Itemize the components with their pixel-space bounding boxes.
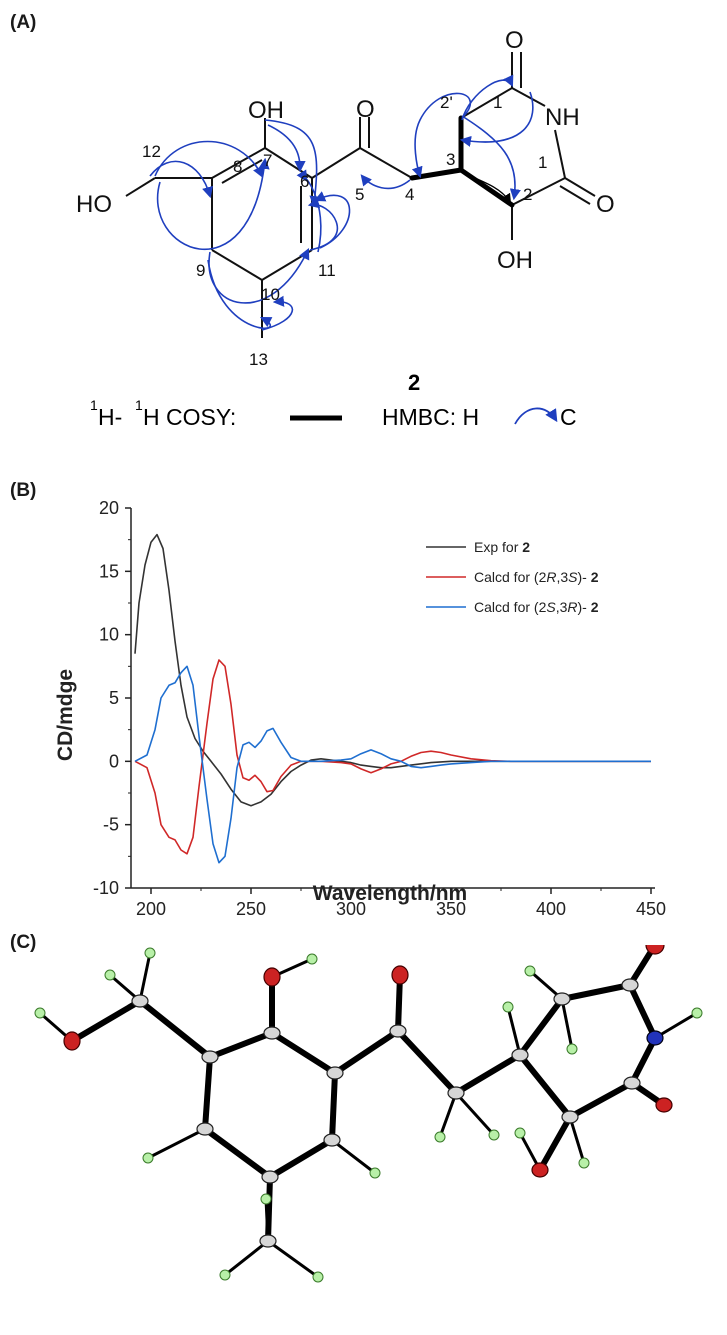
label-7: 7 bbox=[263, 151, 272, 170]
y-tick-label: 5 bbox=[109, 688, 119, 708]
cosy-bonds bbox=[409, 115, 515, 208]
hmbc-legend-arrow bbox=[514, 407, 558, 425]
atom-o-carbonyl: O bbox=[356, 96, 375, 123]
legend-2r3s: Calcd for (2R,3S)- 2 bbox=[474, 569, 599, 585]
structure-diagram: OH HO O O NH O OH 12 8 7 6 5 4 9 11 10 1… bbox=[76, 27, 615, 430]
atom-oh-bottom: OH bbox=[497, 247, 533, 274]
atom-o-imide-right: O bbox=[596, 191, 615, 218]
label-1a: 1 bbox=[493, 93, 502, 112]
label-5: 5 bbox=[355, 185, 364, 204]
hmbc-arrows bbox=[149, 74, 534, 331]
y-axis-title: CD/mdge bbox=[54, 669, 77, 761]
atom-nh: NH bbox=[545, 104, 580, 131]
y-tick-label: 20 bbox=[99, 498, 119, 518]
compound-number: 2 bbox=[408, 370, 420, 395]
series-line-0 bbox=[134, 533, 651, 807]
series-line-1 bbox=[134, 659, 651, 855]
structure-legend: 1 H- 1 H COSY: HMBC: H C bbox=[90, 397, 577, 430]
hmbc-label: HMBC: H bbox=[382, 404, 479, 430]
cd-chart: 200 250 300 350 400 450 20 15 10 5 0 -5 -10 Exp for … bbox=[54, 498, 666, 919]
skeleton-bonds bbox=[125, 52, 596, 338]
y-tick-label: 15 bbox=[99, 561, 119, 581]
label-9: 9 bbox=[196, 261, 205, 280]
label-10: 10 bbox=[261, 285, 280, 304]
y-tick-label: -5 bbox=[103, 815, 119, 835]
atom-oh-top: OH bbox=[248, 97, 284, 124]
x-axis-title: Wavelength/nm bbox=[313, 882, 467, 905]
label-11: 11 bbox=[318, 261, 336, 280]
x-tick-label: 400 bbox=[536, 899, 566, 919]
cosy-h1: H- bbox=[98, 404, 122, 430]
panel-b-label: (B) bbox=[10, 480, 37, 501]
y-tick-label: 10 bbox=[99, 625, 119, 645]
panel-a-label: (A) bbox=[10, 12, 37, 33]
atom-o-imide-top: O bbox=[505, 27, 524, 54]
series-line-2 bbox=[134, 665, 651, 864]
x-tick-label: 350 bbox=[436, 899, 466, 919]
label-6: 6 bbox=[300, 172, 309, 191]
x-tick-label: 200 bbox=[136, 899, 166, 919]
crystal-structure bbox=[34, 945, 703, 1283]
label-12: 12 bbox=[142, 142, 161, 161]
label-3: 3 bbox=[446, 150, 455, 169]
panel-c-label: (C) bbox=[10, 932, 37, 953]
crystal-hydrogens bbox=[34, 947, 703, 1283]
crystal-carbons bbox=[131, 978, 641, 1248]
legend-exp: Exp for 2 bbox=[474, 539, 530, 555]
label-13: 13 bbox=[249, 350, 268, 369]
label-8: 8 bbox=[233, 157, 242, 176]
label-4: 4 bbox=[405, 185, 414, 204]
chart-legend: Exp for 2 Calcd for (2R,3S)- 2 Calcd for… bbox=[426, 539, 599, 615]
crystal-nitrogen bbox=[646, 1030, 664, 1046]
cosy-sup-1: 1 bbox=[90, 397, 98, 413]
label-1b: 1 bbox=[538, 153, 547, 172]
crystal-bonds bbox=[69, 945, 667, 1244]
x-tick-label: 250 bbox=[236, 899, 266, 919]
legend-2s3r: Calcd for (2S,3R)- 2 bbox=[474, 599, 599, 615]
crystal-oxygens bbox=[63, 945, 673, 1178]
cosy-label: H COSY: bbox=[143, 404, 236, 430]
cosy-sup-2: 1 bbox=[135, 397, 143, 413]
x-tick-label: 450 bbox=[636, 899, 666, 919]
atom-ho-left: HO bbox=[76, 191, 112, 218]
x-tick-label: 300 bbox=[336, 899, 366, 919]
plot-area: 200 250 300 350 400 450 20 15 10 5 0 -5 -10 bbox=[93, 498, 666, 919]
hmbc-c-label: C bbox=[560, 404, 577, 430]
y-tick-label: 0 bbox=[109, 751, 119, 771]
label-2: 2 bbox=[523, 185, 532, 204]
black-correlation-arrow bbox=[460, 171, 512, 204]
label-2prime: 2' bbox=[440, 93, 453, 112]
y-tick-label: -10 bbox=[93, 878, 119, 898]
